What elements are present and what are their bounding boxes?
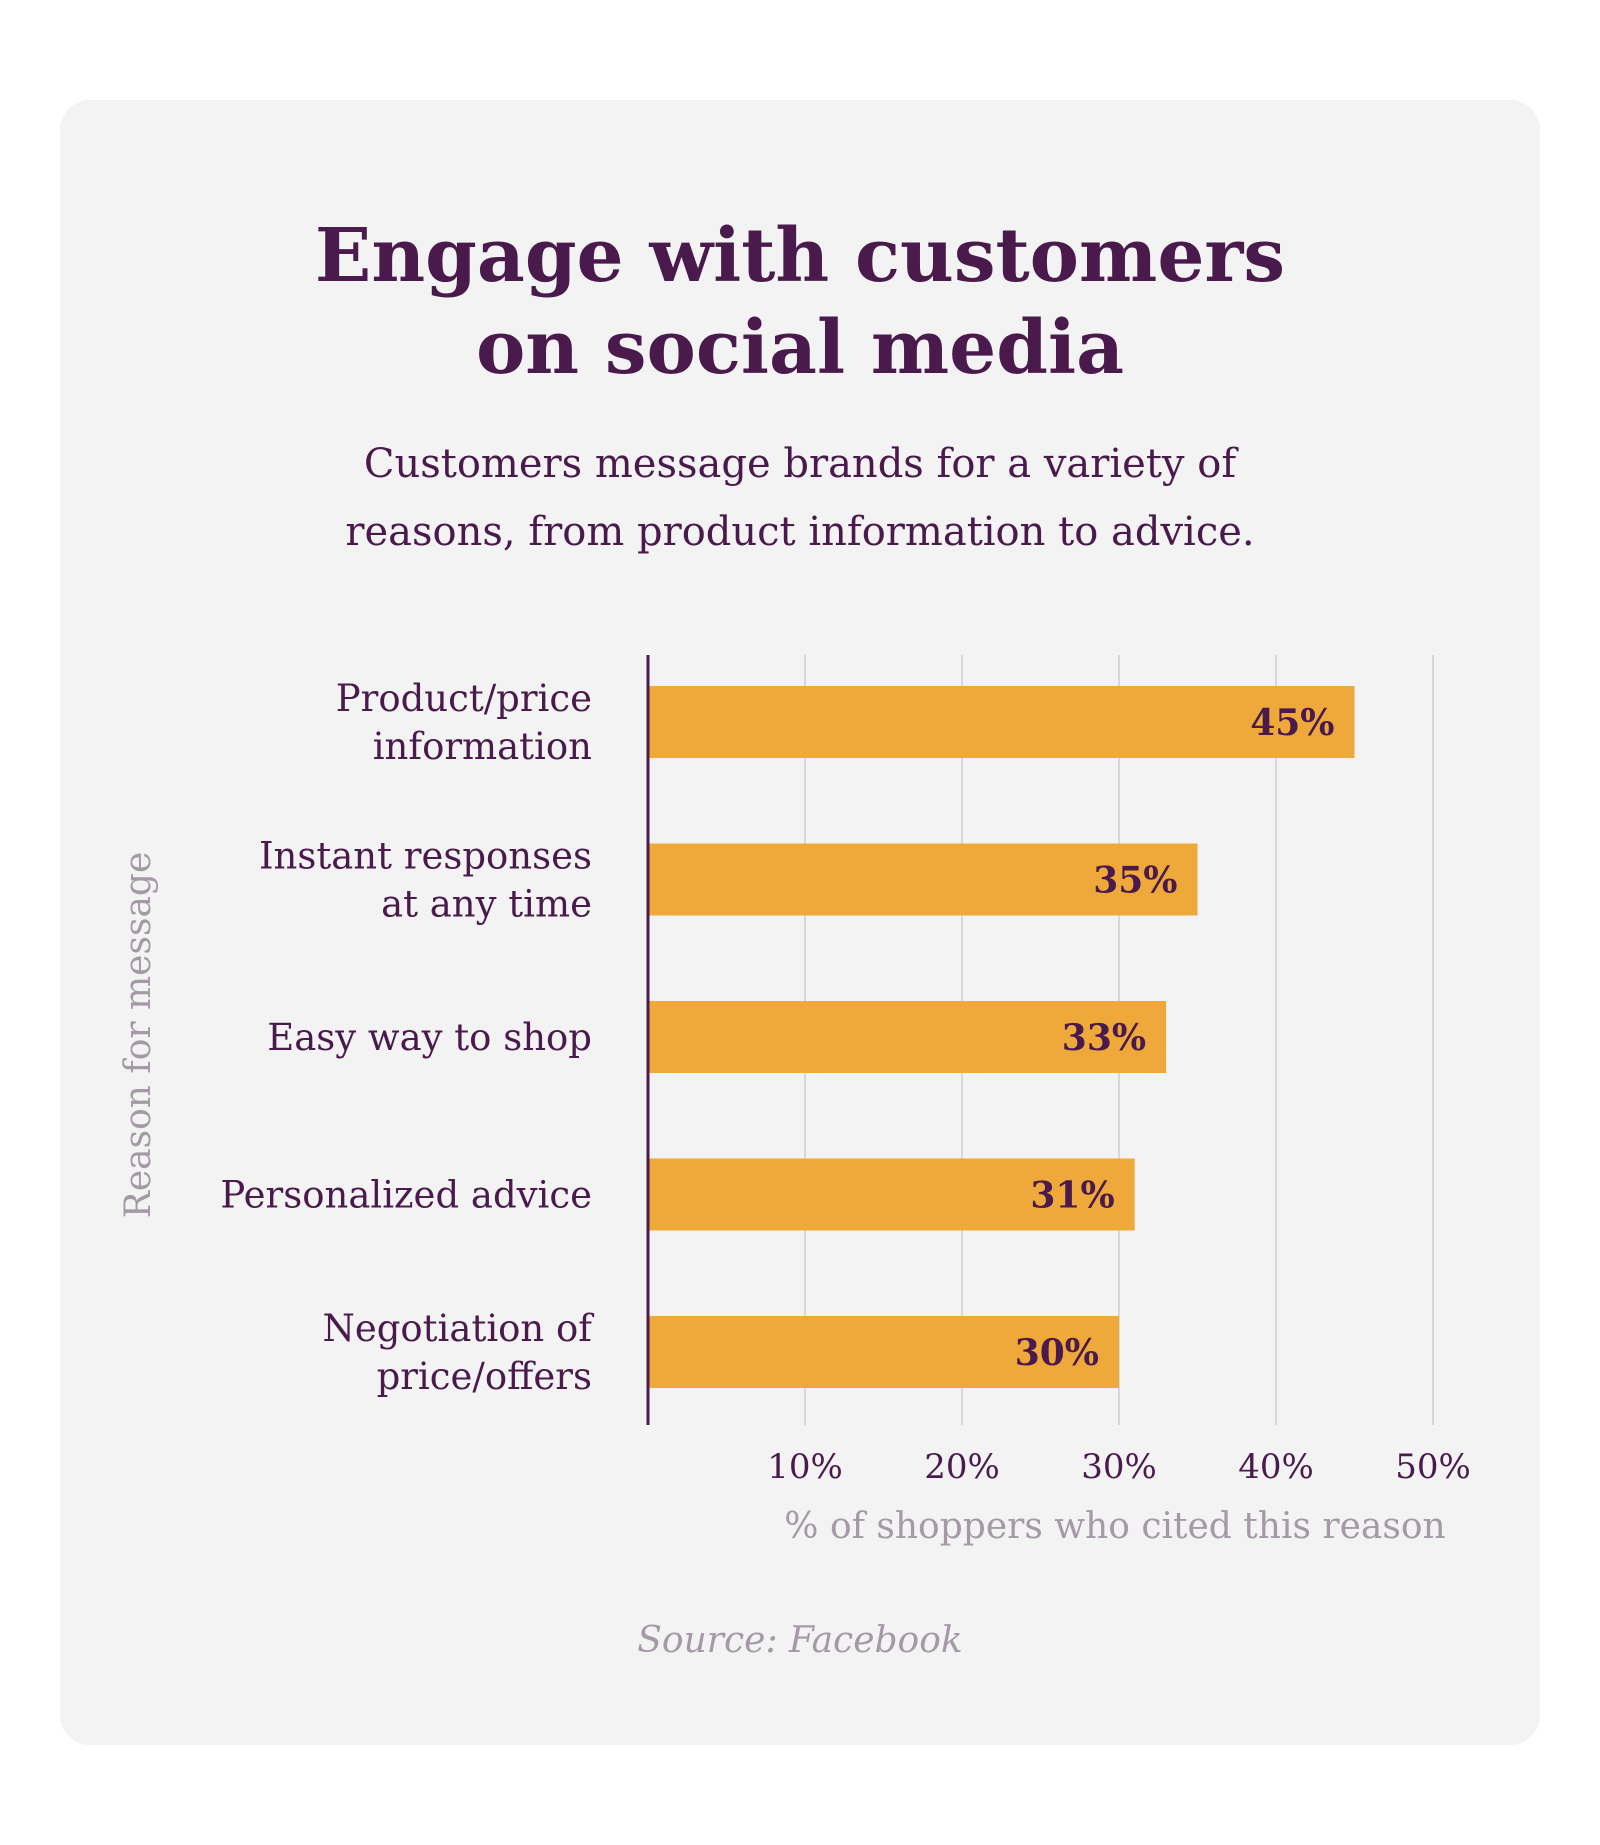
x-tick-label: 40% (1238, 1447, 1314, 1487)
chart-title-line: Engage with customers (314, 213, 1286, 299)
chart-title-line: on social media (475, 305, 1125, 391)
x-tick-label: 50% (1395, 1447, 1471, 1487)
category-label: Negotiation of (322, 1307, 594, 1350)
category-label: price/offers (377, 1355, 592, 1398)
y-axis-title: Reason for message (118, 852, 159, 1219)
source-note: Source: Facebook (637, 1620, 963, 1661)
chart-subtitle-line: reasons, from product information to adv… (345, 509, 1255, 555)
bar (648, 843, 1198, 916)
category-label: Personalized advice (220, 1174, 592, 1217)
data-label: 33% (1062, 1017, 1146, 1059)
chart-title: Engage with customers on social media (60, 210, 1540, 394)
bar (648, 1316, 1119, 1388)
category-label: Easy way to shop (267, 1016, 592, 1059)
category-label: information (373, 725, 592, 768)
x-tick-label: 30% (1081, 1447, 1157, 1487)
bar-chart: 10% 20% 30% 40% 50% 45% Product/price informati… (118, 655, 1471, 1547)
bar (648, 686, 1355, 758)
bar (648, 1001, 1167, 1073)
category-label: at any time (381, 883, 592, 926)
data-label: 45% (1250, 702, 1334, 744)
chart-subtitle: Customers message brands for a variety o… (60, 430, 1540, 566)
data-label: 30% (1015, 1332, 1099, 1374)
x-axis-title: % of shoppers who cited this reason (784, 1506, 1445, 1547)
x-tick-label: 10% (767, 1447, 843, 1487)
x-tick-label: 20% (924, 1447, 1000, 1487)
data-label: 35% (1093, 860, 1177, 902)
category-label: Product/price (336, 677, 592, 720)
data-label: 31% (1030, 1175, 1114, 1217)
chart-card: Engage with customers on social media Cu… (60, 100, 1540, 1745)
bar (648, 1158, 1135, 1231)
chart-subtitle-line: Customers message brands for a variety o… (363, 441, 1237, 487)
category-label: Instant responses (259, 835, 592, 878)
